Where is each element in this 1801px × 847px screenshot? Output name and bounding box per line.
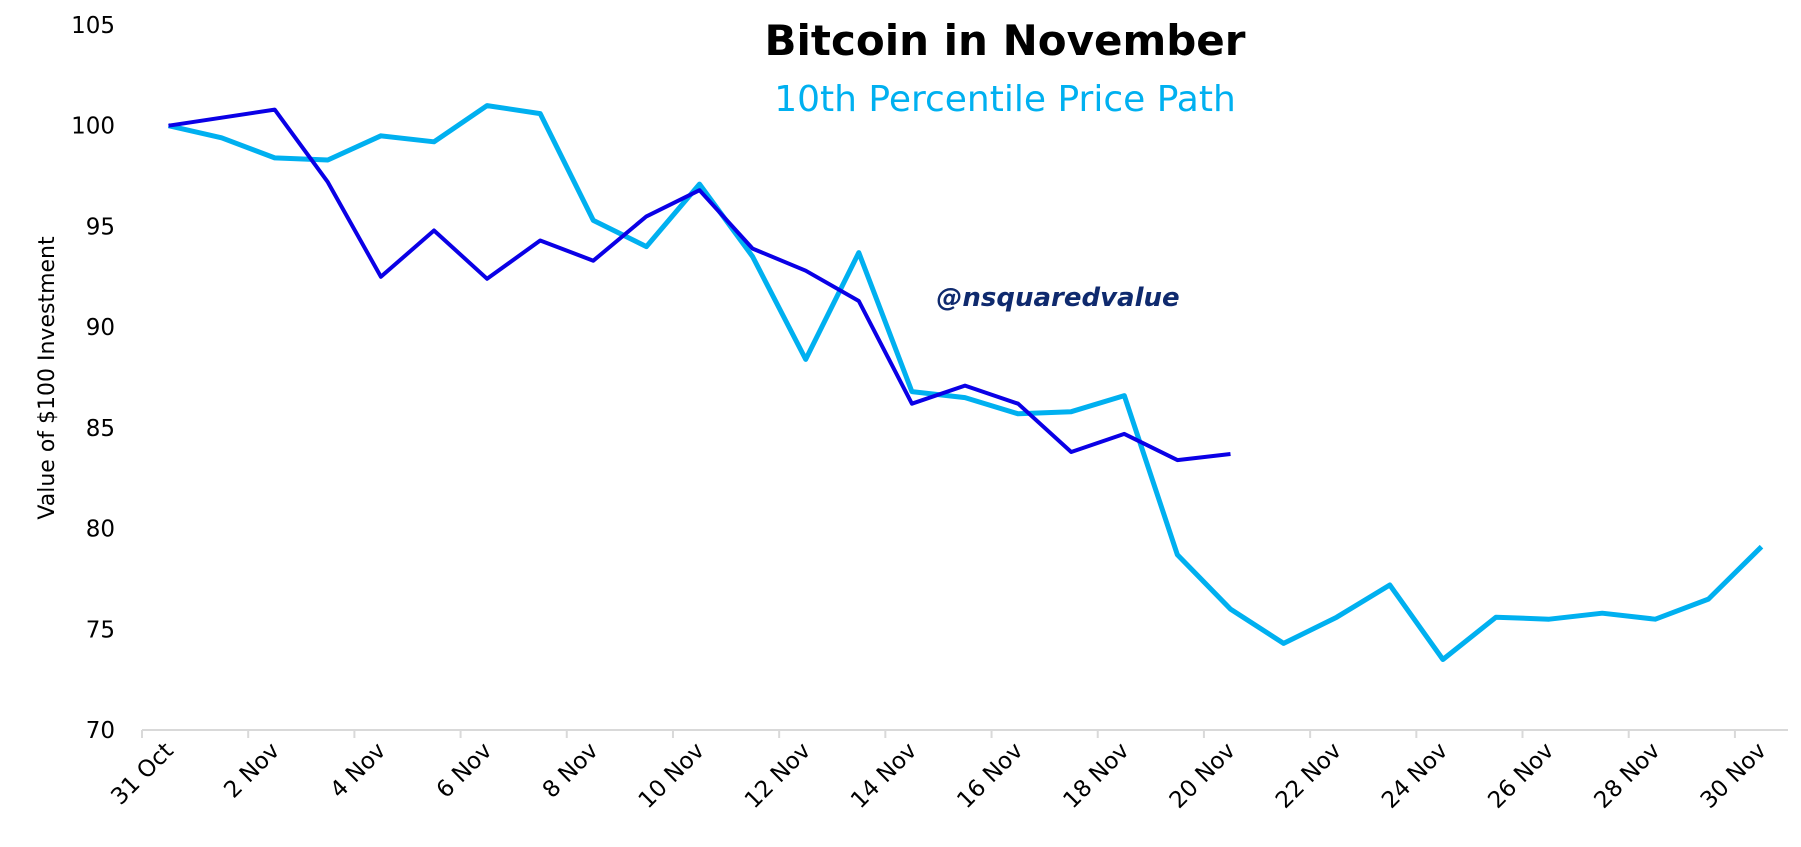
x-tick-label: 20 Nov bbox=[1165, 738, 1241, 814]
x-tick-label: 30 Nov bbox=[1696, 738, 1772, 814]
y-tick-label: 100 bbox=[71, 114, 115, 140]
x-tick-label: 10 Nov bbox=[634, 738, 710, 814]
y-tick-label: 85 bbox=[86, 416, 115, 442]
x-tick-label: 22 Nov bbox=[1271, 738, 1347, 814]
y-tick-label: 95 bbox=[86, 214, 115, 240]
y-tick-label: 105 bbox=[71, 13, 115, 39]
chart-title: Bitcoin in November bbox=[765, 16, 1246, 65]
y-tick-label: 70 bbox=[86, 718, 115, 744]
y-tick-label: 90 bbox=[86, 315, 115, 341]
x-tick-label: 14 Nov bbox=[846, 738, 922, 814]
y-tick-label: 80 bbox=[86, 517, 115, 543]
x-tick-label: 16 Nov bbox=[952, 738, 1028, 814]
x-tick-label: 18 Nov bbox=[1059, 738, 1135, 814]
series-line-current bbox=[168, 107, 1231, 463]
x-tick-label: 28 Nov bbox=[1590, 738, 1666, 814]
x-tick-label: 2 Nov bbox=[219, 738, 285, 804]
x-tick-label: 26 Nov bbox=[1483, 738, 1559, 814]
x-tick-label: 24 Nov bbox=[1377, 738, 1453, 814]
watermark: @nsquaredvalue bbox=[936, 283, 1179, 313]
series-line-10th-percentile bbox=[167, 103, 1764, 662]
x-tick-label: 4 Nov bbox=[326, 738, 392, 804]
y-tick-label: 75 bbox=[86, 617, 115, 643]
chart-subtitle: 10th Percentile Price Path bbox=[774, 79, 1236, 120]
x-tick-label: 31 Oct bbox=[106, 738, 178, 810]
x-tick-label: 12 Nov bbox=[740, 738, 816, 814]
x-tick-label: 8 Nov bbox=[538, 738, 604, 804]
x-tick-label: 6 Nov bbox=[432, 738, 498, 804]
y-axis-label: Value of $100 Investment bbox=[35, 236, 60, 520]
